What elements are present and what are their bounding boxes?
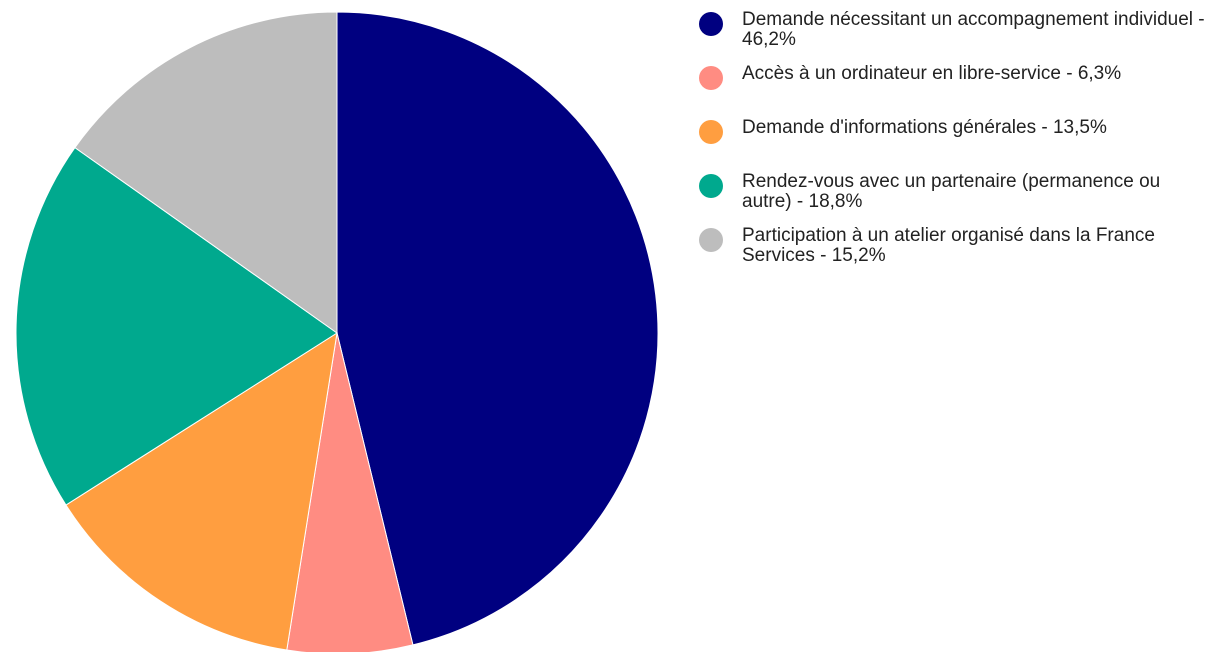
legend-label: Demande nécessitant un accompagnement in…	[742, 9, 1205, 50]
legend-swatch	[699, 174, 723, 198]
legend-label: Rendez-vous avec un partenaire (permanen…	[742, 171, 1161, 212]
legend-item: Accès à un ordinateur en libre-service -…	[699, 64, 1214, 104]
legend-label: Demande d'informations générales - 13,5%	[742, 117, 1107, 138]
pie-chart-svg	[15, 11, 659, 652]
legend-swatch	[699, 228, 723, 252]
chart-legend: Demande nécessitant un accompagnement in…	[699, 10, 1214, 280]
legend-label: Participation à un atelier organisé dans…	[742, 225, 1155, 266]
legend-item: Rendez-vous avec un partenaire (permanen…	[699, 172, 1214, 212]
legend-label: Accès à un ordinateur en libre-service -…	[742, 63, 1122, 84]
legend-swatch	[699, 66, 723, 90]
legend-item: Demande d'informations générales - 13,5%	[699, 118, 1214, 158]
pie-slice	[286, 332, 414, 652]
legend-swatch	[699, 120, 723, 144]
pie-slice	[336, 11, 659, 646]
legend-item: Demande nécessitant un accompagnement in…	[699, 10, 1214, 50]
legend-item: Participation à un atelier organisé dans…	[699, 226, 1214, 266]
pie-slice	[74, 11, 338, 334]
pie-slice	[65, 331, 338, 651]
pie-slice	[15, 146, 338, 506]
legend-swatch	[699, 12, 723, 36]
